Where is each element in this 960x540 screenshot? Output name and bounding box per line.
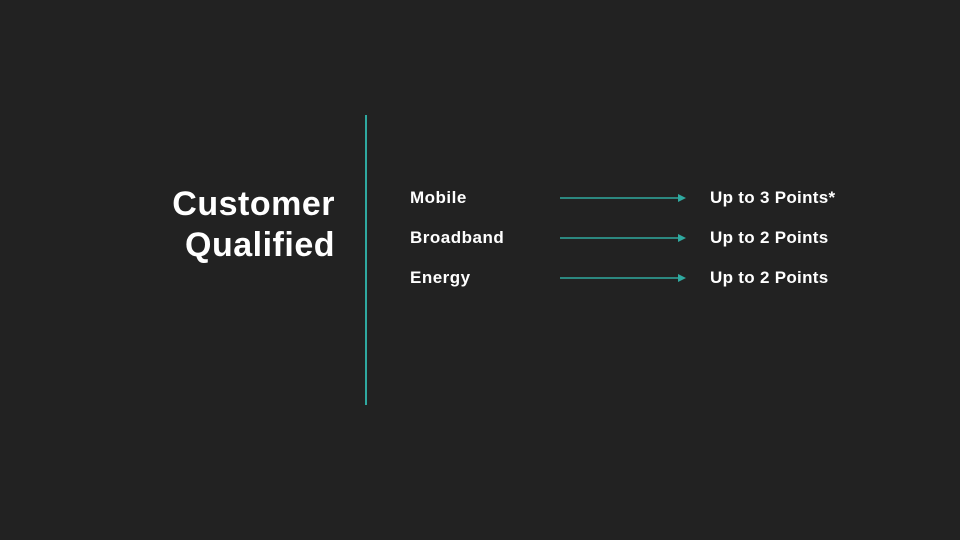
slide-title-line2: Qualified: [0, 225, 335, 266]
list-item: Mobile Up to 3 Points*: [410, 178, 880, 218]
points-label: Up to 3 Points*: [700, 188, 880, 208]
points-label: Up to 2 Points: [700, 228, 880, 248]
category-label: Energy: [410, 268, 560, 288]
category-label: Mobile: [410, 188, 560, 208]
points-label: Up to 2 Points: [700, 268, 880, 288]
list-item: Energy Up to 2 Points: [410, 258, 880, 298]
slide: Customer Qualified Mobile Up to 3 Points…: [0, 0, 960, 540]
list-item: Broadband Up to 2 Points: [410, 218, 880, 258]
slide-title: Customer Qualified: [0, 184, 335, 266]
slide-title-line1: Customer: [0, 184, 335, 225]
arrow-icon: [560, 272, 700, 284]
arrow-icon: [560, 232, 700, 244]
category-label: Broadband: [410, 228, 560, 248]
points-list: Mobile Up to 3 Points* Broadband Up to 2…: [410, 178, 880, 298]
vertical-divider: [365, 115, 367, 405]
arrow-icon: [560, 192, 700, 204]
